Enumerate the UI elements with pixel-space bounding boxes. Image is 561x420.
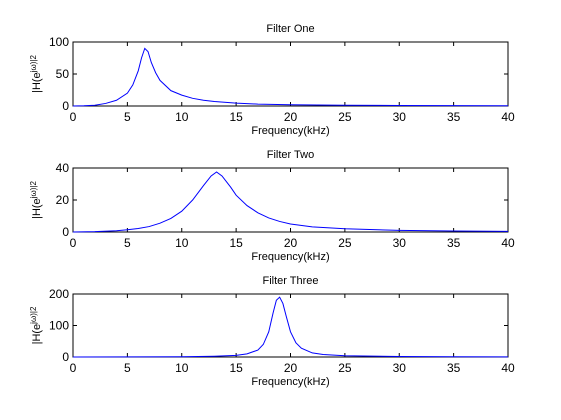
x-tick-label-3-20: 20 (284, 361, 298, 375)
x-tick-label-1-20: 20 (284, 110, 298, 124)
x-tick-label-2-5: 5 (124, 236, 131, 250)
x-tick-label-3-10: 10 (175, 361, 189, 375)
plot-area-1 (72, 41, 509, 107)
x-tick-label-2-25: 25 (338, 236, 352, 250)
chart-title-1: Filter One (266, 23, 314, 35)
y-tick-label-3-200: 200 (49, 287, 69, 301)
x-tick-label-1-40: 40 (501, 110, 515, 124)
y-tick-label-1-100: 100 (49, 35, 69, 49)
x-tick-label-2-20: 20 (284, 236, 298, 250)
x-tick-label-1-0: 0 (70, 110, 77, 124)
y-tick-label-2-20: 20 (56, 193, 70, 207)
x-tick-label-3-15: 15 (229, 361, 243, 375)
x-axis-label-2: Frequency(kHz) (251, 251, 329, 263)
chart-title-3: Filter Three (262, 275, 318, 287)
y-tick-label-1-0: 0 (62, 99, 69, 113)
plot-area-3 (72, 293, 509, 358)
x-tick-label-1-30: 30 (393, 110, 407, 124)
subplot-1: Filter One 0 5 10 15 20 25 30 35 40 0 50 100 Frequenc… (29, 23, 515, 137)
y-axis-label-2: |H(ejω)|2 (29, 181, 44, 219)
x-tick-label-3-5: 5 (124, 361, 131, 375)
x-axis-label-1: Frequency(kHz) (251, 125, 329, 137)
x-axis-label-3: Frequency(kHz) (251, 376, 329, 388)
x-tick-label-1-35: 35 (447, 110, 461, 124)
y-tick-label-2-40: 40 (56, 161, 70, 175)
x-tick-label-1-25: 25 (338, 110, 352, 124)
series-line-1-1 (72, 47, 509, 107)
x-tick-label-2-15: 15 (229, 236, 243, 250)
x-tick-label-3-35: 35 (447, 361, 461, 375)
x-tick-label-1-15: 15 (229, 110, 243, 124)
y-axis-label-3: |H(ejω)|2 (29, 306, 44, 344)
y-tick-label-3-0: 0 (62, 350, 69, 364)
x-tick-label-2-30: 30 (393, 236, 407, 250)
x-tick-label-2-10: 10 (175, 236, 189, 250)
y-tick-label-3-100: 100 (49, 319, 69, 333)
x-tick-label-2-35: 35 (447, 236, 461, 250)
x-tick-label-3-40: 40 (501, 361, 515, 375)
x-tick-label-1-5: 5 (124, 110, 131, 124)
series-line-2-1 (72, 171, 509, 233)
x-tick-label-3-0: 0 (70, 361, 77, 375)
y-tick-label-1-50: 50 (56, 67, 70, 81)
x-tick-label-2-40: 40 (501, 236, 515, 250)
subplot-2: Filter Two 0 5 10 15 20 25 30 35 40 0 20 40 Frequency… (29, 149, 515, 263)
x-tick-label-3-30: 30 (393, 361, 407, 375)
x-tick-label-2-0: 0 (70, 236, 77, 250)
x-tick-label-1-10: 10 (175, 110, 189, 124)
plot-area-2 (72, 167, 509, 233)
x-tick-label-3-25: 25 (338, 361, 352, 375)
subplot-3: Filter Three 0 5 10 15 20 25 30 35 40 0 100 200 Frequ… (29, 275, 515, 388)
series-line-3-1 (72, 296, 509, 358)
y-axis-label-1: |H(ejω)|2 (29, 55, 44, 93)
chart-title-2: Filter Two (267, 149, 314, 161)
y-tick-label-2-0: 0 (62, 225, 69, 239)
